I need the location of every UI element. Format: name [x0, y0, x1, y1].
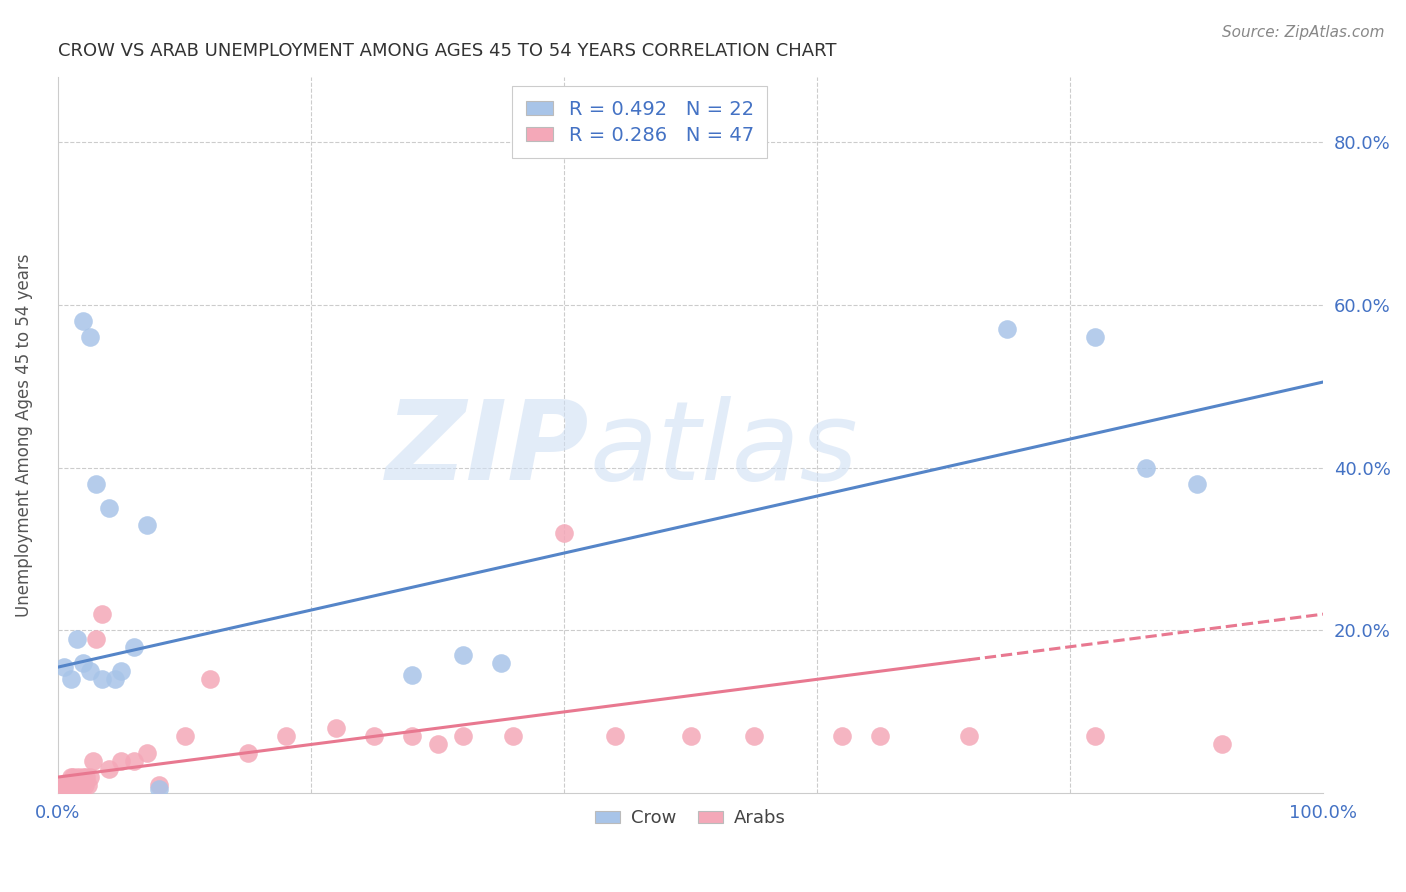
- Point: [67, 770, 90, 784]
- Text: CROW VS ARAB UNEMPLOYMENT AMONG AGES 45 TO 54 YEARS CORRELATION CHART: CROW VS ARAB UNEMPLOYMENT AMONG AGES 45 …: [58, 42, 837, 60]
- Text: atlas: atlas: [589, 396, 858, 503]
- Point: [79, 664, 101, 678]
- Point: [122, 640, 145, 654]
- Point: [198, 673, 221, 687]
- Point: [75, 770, 97, 784]
- Text: ZIP: ZIP: [385, 396, 589, 503]
- Point: [56, 778, 79, 792]
- Point: [1084, 729, 1107, 743]
- Text: Source: ZipAtlas.com: Source: ZipAtlas.com: [1222, 25, 1385, 40]
- Point: [82, 754, 104, 768]
- Point: [79, 770, 101, 784]
- Point: [72, 314, 94, 328]
- Point: [135, 517, 157, 532]
- Point: [1185, 476, 1208, 491]
- Point: [53, 660, 76, 674]
- Point: [84, 632, 107, 646]
- Y-axis label: Unemployment Among Ages 45 to 54 years: Unemployment Among Ages 45 to 54 years: [15, 253, 32, 616]
- Point: [110, 754, 132, 768]
- Point: [603, 729, 626, 743]
- Point: [79, 330, 101, 344]
- Point: [58, 778, 80, 792]
- Point: [51, 778, 73, 792]
- Point: [72, 770, 94, 784]
- Point: [148, 778, 170, 792]
- Point: [325, 721, 347, 735]
- Point: [77, 778, 100, 792]
- Point: [236, 746, 259, 760]
- Point: [65, 778, 87, 792]
- Point: [91, 607, 114, 622]
- Point: [72, 656, 94, 670]
- Point: [869, 729, 891, 743]
- Point: [84, 476, 107, 491]
- Point: [553, 525, 575, 540]
- Point: [66, 778, 89, 792]
- Point: [451, 648, 474, 662]
- Point: [110, 664, 132, 678]
- Legend: Crow, Arabs: Crow, Arabs: [588, 802, 793, 835]
- Point: [148, 782, 170, 797]
- Point: [69, 778, 91, 792]
- Point: [426, 738, 449, 752]
- Point: [69, 778, 91, 792]
- Point: [957, 729, 980, 743]
- Point: [1135, 460, 1157, 475]
- Point: [59, 673, 82, 687]
- Point: [831, 729, 853, 743]
- Point: [995, 322, 1018, 336]
- Point: [97, 762, 120, 776]
- Point: [70, 778, 93, 792]
- Point: [401, 668, 423, 682]
- Point: [91, 673, 114, 687]
- Point: [489, 656, 512, 670]
- Point: [1211, 738, 1233, 752]
- Point: [679, 729, 702, 743]
- Point: [451, 729, 474, 743]
- Point: [363, 729, 385, 743]
- Point: [135, 746, 157, 760]
- Point: [122, 754, 145, 768]
- Point: [274, 729, 297, 743]
- Point: [401, 729, 423, 743]
- Point: [62, 770, 84, 784]
- Point: [502, 729, 524, 743]
- Point: [56, 778, 79, 792]
- Point: [1084, 330, 1107, 344]
- Point: [104, 673, 127, 687]
- Point: [53, 778, 76, 792]
- Point: [742, 729, 765, 743]
- Point: [73, 778, 96, 792]
- Point: [66, 632, 89, 646]
- Point: [63, 778, 86, 792]
- Point: [59, 770, 82, 784]
- Point: [60, 778, 83, 792]
- Point: [173, 729, 195, 743]
- Point: [97, 501, 120, 516]
